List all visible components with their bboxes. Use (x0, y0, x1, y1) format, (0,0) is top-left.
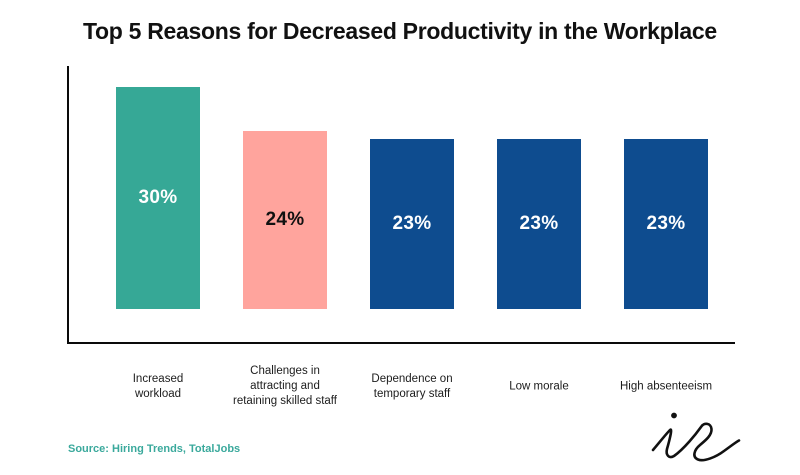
source-attribution: Source: Hiring Trends, TotalJobs (68, 443, 241, 455)
bar-value-label: 30% (138, 187, 178, 208)
chart-title: Top 5 Reasons for Decreased Productivity… (83, 18, 717, 44)
bar-high-absenteeism: 23% (624, 139, 708, 309)
bar-increased-workload: 30% (116, 87, 200, 309)
category-label-low-morale: Low morale (509, 380, 569, 393)
bar-value-label: 23% (519, 213, 559, 234)
bar-value-label: 23% (646, 213, 686, 234)
bar-challenges-in-attracting-and-retaining-skilled-staff: 24% (243, 131, 327, 309)
ie-signature-logo (651, 412, 741, 462)
chart-axes (67, 66, 735, 344)
bar-dependence-on-temporary-staff: 23% (370, 139, 454, 309)
category-label-increased-workload: Increased workload (132, 372, 184, 400)
bar-value-label: 24% (265, 209, 305, 230)
category-label-challenges-in-attracting-and-retaining-skilled-staff: Challenges in attracting and retaining s… (233, 365, 337, 408)
signature-stroke-icon (651, 422, 741, 462)
signature-i-dot-icon (671, 412, 677, 419)
bar-value-label: 23% (392, 213, 432, 234)
bar-low-morale: 23% (497, 139, 581, 309)
category-label-dependence-on-temporary-staff: Dependence on temporary staff (371, 372, 453, 400)
category-label-high-absenteeism: High absenteeism (619, 380, 713, 393)
